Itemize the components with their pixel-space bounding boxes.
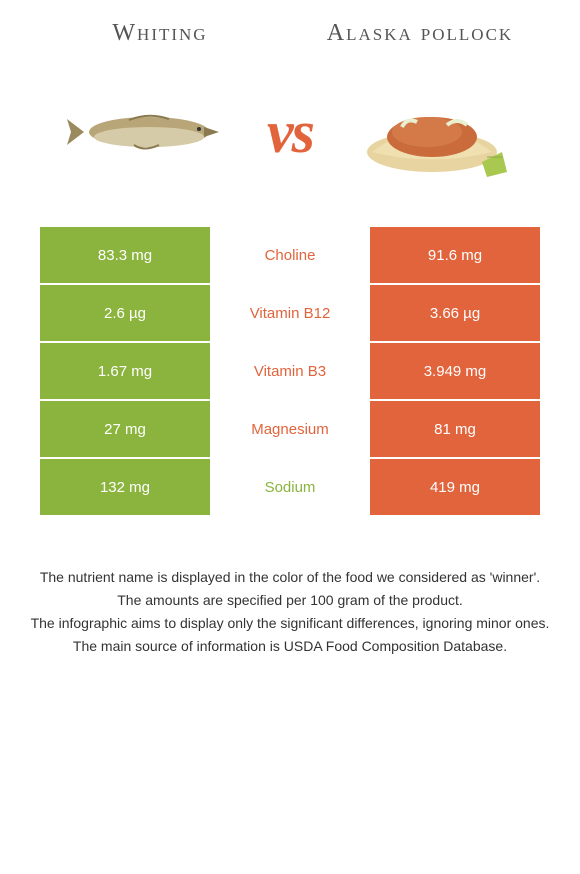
- left-value: 1.67 mg: [40, 343, 210, 399]
- food-right-title: Alaska pollock: [290, 20, 550, 47]
- footer-line: The nutrient name is displayed in the co…: [30, 567, 550, 588]
- right-value: 81 mg: [370, 401, 540, 457]
- left-value: 132 mg: [40, 459, 210, 515]
- right-value: 3.949 mg: [370, 343, 540, 399]
- left-value: 27 mg: [40, 401, 210, 457]
- food-left-image: [30, 67, 257, 197]
- nutrient-label: Choline: [210, 227, 370, 283]
- table-row: 83.3 mg Choline 91.6 mg: [40, 227, 540, 283]
- vs-label: vs: [257, 98, 323, 167]
- footer-line: The infographic aims to display only the…: [30, 613, 550, 634]
- right-value: 3.66 µg: [370, 285, 540, 341]
- footer-notes: The nutrient name is displayed in the co…: [0, 517, 580, 657]
- nutrient-label: Sodium: [210, 459, 370, 515]
- left-value: 2.6 µg: [40, 285, 210, 341]
- table-row: 2.6 µg Vitamin B12 3.66 µg: [40, 285, 540, 341]
- nutrient-label: Vitamin B12: [210, 285, 370, 341]
- images-row: vs: [0, 57, 580, 227]
- food-right-image: [323, 67, 550, 197]
- table-row: 27 mg Magnesium 81 mg: [40, 401, 540, 457]
- header: Whiting Alaska pollock: [0, 0, 580, 57]
- right-value: 419 mg: [370, 459, 540, 515]
- taco-icon: [352, 77, 522, 187]
- footer-line: The amounts are specified per 100 gram o…: [30, 590, 550, 611]
- footer-line: The main source of information is USDA F…: [30, 636, 550, 657]
- nutrient-label: Vitamin B3: [210, 343, 370, 399]
- right-value: 91.6 mg: [370, 227, 540, 283]
- fish-icon: [59, 97, 229, 167]
- nutrient-table: 83.3 mg Choline 91.6 mg 2.6 µg Vitamin B…: [0, 227, 580, 515]
- left-value: 83.3 mg: [40, 227, 210, 283]
- table-row: 1.67 mg Vitamin B3 3.949 mg: [40, 343, 540, 399]
- nutrient-label: Magnesium: [210, 401, 370, 457]
- food-left-title: Whiting: [30, 20, 290, 47]
- table-row: 132 mg Sodium 419 mg: [40, 459, 540, 515]
